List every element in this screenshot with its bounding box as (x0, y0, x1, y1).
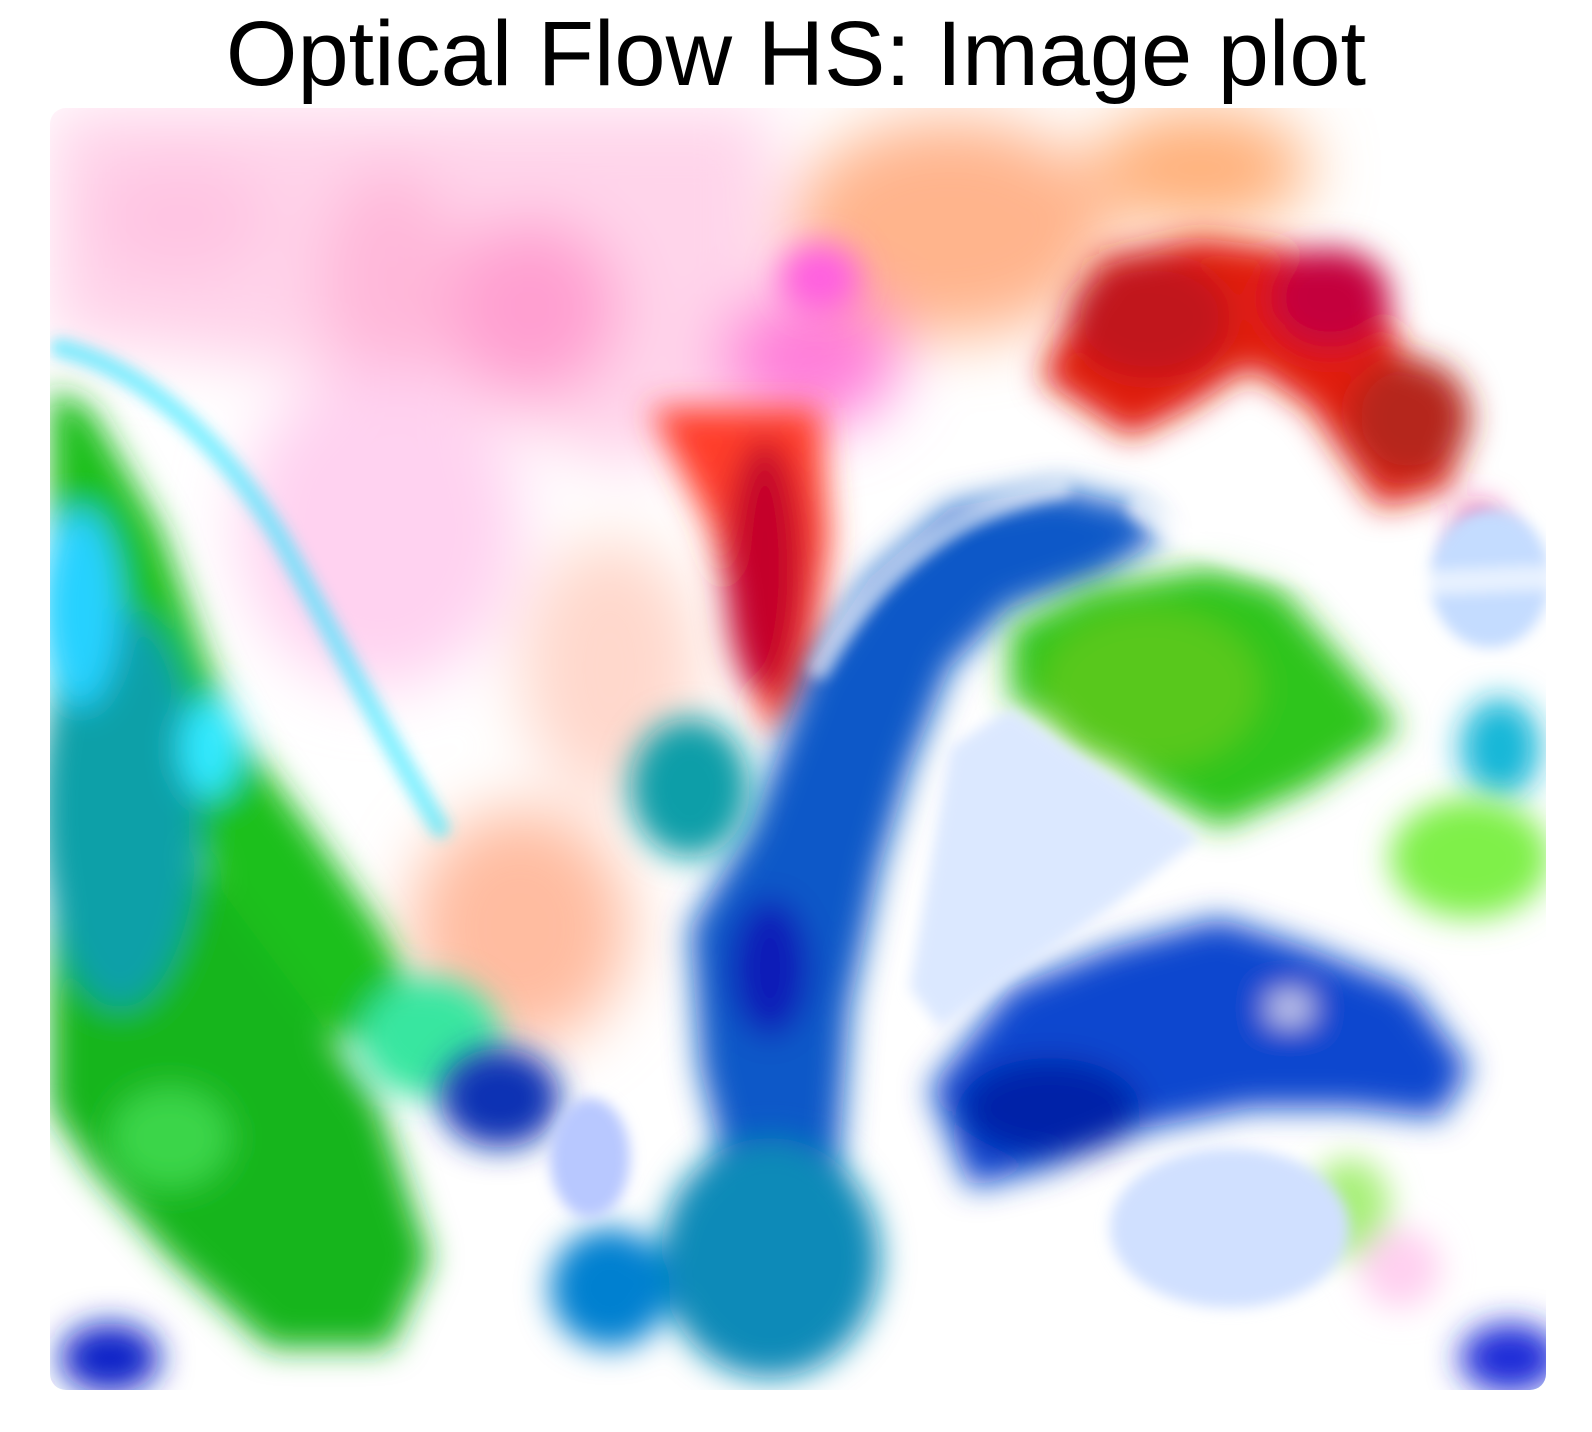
optical-flow-image (50, 108, 1546, 1390)
figure-title: Optical Flow HS: Image plot (225, 3, 1367, 105)
green-right-region (1010, 568, 1546, 1308)
cyan-rim-region (50, 338, 1546, 838)
red-blade-region (650, 243, 860, 738)
flow-field-graphic (50, 108, 1546, 1390)
light-wash-region (550, 508, 1546, 1308)
blue-center-region (440, 488, 1470, 1268)
pink-wash-region (50, 108, 1310, 1048)
teal-region (60, 698, 1546, 1390)
green-left-region (50, 388, 500, 1348)
